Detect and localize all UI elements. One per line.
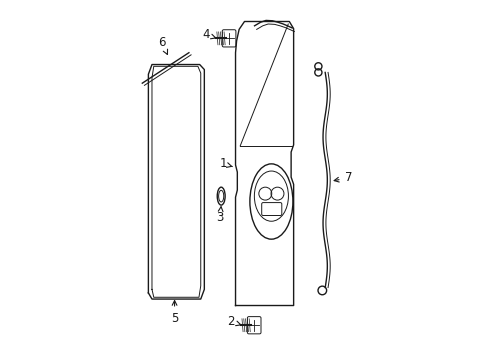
Text: 1: 1: [219, 157, 232, 170]
Text: 5: 5: [170, 301, 178, 325]
Text: 2: 2: [227, 315, 241, 328]
Text: 4: 4: [202, 28, 215, 41]
Text: 7: 7: [333, 171, 351, 184]
Text: 6: 6: [158, 36, 167, 54]
Text: 3: 3: [216, 207, 224, 224]
